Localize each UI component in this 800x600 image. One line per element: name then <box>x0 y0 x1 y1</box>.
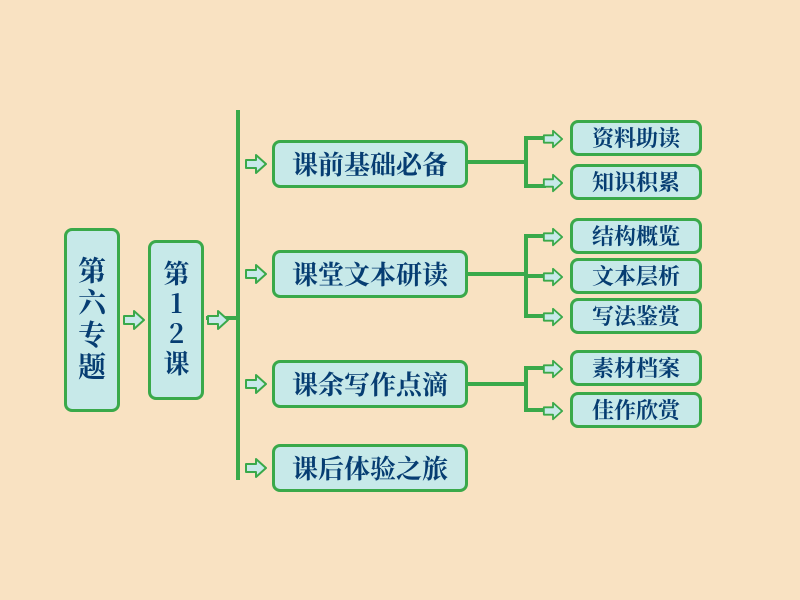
node-s23: 写法鉴赏 <box>570 298 702 334</box>
arrow-right-icon <box>542 358 564 380</box>
node-label: 第12课 <box>161 260 191 380</box>
node-mid4: 课后体验之旅 <box>272 444 468 492</box>
arrow-right-icon <box>122 308 146 332</box>
node-s22: 文本层析 <box>570 258 702 294</box>
connector <box>524 366 528 410</box>
arrow-right-icon <box>542 400 564 422</box>
node-label: 课余写作点滴 <box>292 369 448 399</box>
node-s11: 资料助读 <box>570 120 702 156</box>
node-label: 课后体验之旅 <box>292 453 448 483</box>
node-label: 素材档案 <box>592 355 680 380</box>
arrow-right-icon <box>244 152 268 176</box>
node-label: 课堂文本研读 <box>292 259 448 289</box>
node-s32: 佳作欣赏 <box>570 392 702 428</box>
arrow-right-icon <box>244 372 268 396</box>
node-label: 佳作欣赏 <box>592 397 680 422</box>
node-label: 写法鉴赏 <box>592 303 680 328</box>
node-root: 第六专题 <box>64 228 120 412</box>
arrow-right-icon <box>542 306 564 328</box>
connector <box>468 382 528 386</box>
node-label: 课前基础必备 <box>292 149 448 179</box>
node-mid2: 课堂文本研读 <box>272 250 468 298</box>
arrow-right-icon <box>542 226 564 248</box>
arrow-right-icon <box>244 456 268 480</box>
arrow-right-icon <box>244 262 268 286</box>
connector <box>468 160 528 164</box>
connector <box>236 110 240 480</box>
arrow-right-icon <box>206 308 230 332</box>
node-s21: 结构概览 <box>570 218 702 254</box>
connector <box>468 272 528 276</box>
arrow-right-icon <box>542 172 564 194</box>
node-label: 知识积累 <box>592 169 680 194</box>
node-lesson: 第12课 <box>148 240 204 400</box>
node-s12: 知识积累 <box>570 164 702 200</box>
node-mid3: 课余写作点滴 <box>272 360 468 408</box>
node-label: 结构概览 <box>592 223 680 248</box>
node-label: 资料助读 <box>592 125 680 150</box>
arrow-right-icon <box>542 266 564 288</box>
arrow-right-icon <box>542 128 564 150</box>
connector <box>524 136 528 188</box>
node-label: 文本层析 <box>592 263 680 288</box>
node-s31: 素材档案 <box>570 350 702 386</box>
node-mid1: 课前基础必备 <box>272 140 468 188</box>
diagram-canvas: 第六专题 第12课 课前基础必备课堂文本研读课余写作点滴课后体验之旅 资料助读知识积累… <box>0 0 800 600</box>
node-label: 第六专题 <box>76 256 108 384</box>
